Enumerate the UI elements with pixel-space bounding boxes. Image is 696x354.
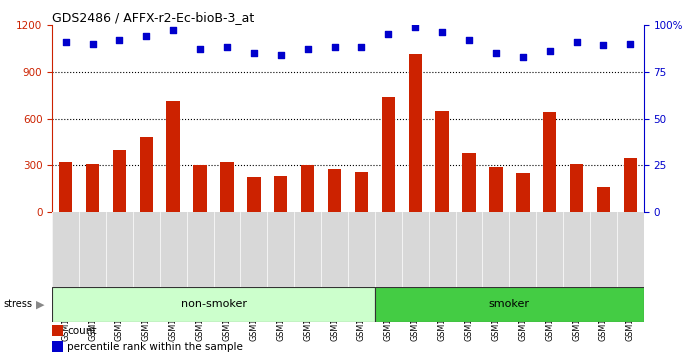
Bar xyxy=(543,112,556,212)
Bar xyxy=(409,55,422,212)
Bar xyxy=(375,287,644,322)
Point xyxy=(168,28,179,33)
Point xyxy=(60,39,71,45)
Point xyxy=(436,29,448,35)
Point xyxy=(248,50,260,56)
Bar xyxy=(301,165,315,212)
Bar xyxy=(247,177,260,212)
Bar xyxy=(570,164,583,212)
Bar xyxy=(462,153,476,212)
Bar xyxy=(596,187,610,212)
Point xyxy=(517,54,528,59)
Point xyxy=(221,45,232,50)
Point xyxy=(571,39,582,45)
Point xyxy=(87,41,98,46)
Bar xyxy=(59,162,72,212)
Point xyxy=(544,48,555,54)
Bar xyxy=(52,325,63,336)
Point xyxy=(114,37,125,42)
Point xyxy=(625,41,636,46)
Bar xyxy=(516,173,530,212)
Text: GDS2486 / AFFX-r2-Ec-bioB-3_at: GDS2486 / AFFX-r2-Ec-bioB-3_at xyxy=(52,11,255,24)
Point xyxy=(302,46,313,52)
Bar xyxy=(86,164,100,212)
Point xyxy=(490,50,501,56)
Bar xyxy=(436,111,449,212)
Point xyxy=(410,24,421,29)
Point xyxy=(194,46,205,52)
Point xyxy=(464,37,475,42)
Bar xyxy=(355,172,368,212)
Bar xyxy=(624,158,637,212)
Bar xyxy=(328,169,341,212)
Text: smoker: smoker xyxy=(489,299,530,309)
Bar xyxy=(140,137,153,212)
Bar xyxy=(52,341,63,353)
Point xyxy=(356,45,367,50)
Bar xyxy=(220,162,234,212)
Bar xyxy=(113,150,126,212)
Text: count: count xyxy=(67,326,97,336)
Bar xyxy=(274,176,287,212)
Point xyxy=(598,42,609,48)
Point xyxy=(383,31,394,37)
Point xyxy=(275,52,286,58)
Point xyxy=(141,33,152,39)
Bar xyxy=(193,165,207,212)
Point xyxy=(329,45,340,50)
Text: percentile rank within the sample: percentile rank within the sample xyxy=(67,342,243,352)
Text: ▶: ▶ xyxy=(36,299,45,309)
Bar xyxy=(381,97,395,212)
Text: stress: stress xyxy=(3,299,33,309)
Bar xyxy=(489,167,503,212)
Bar xyxy=(166,101,180,212)
Bar xyxy=(52,287,375,322)
Text: non-smoker: non-smoker xyxy=(180,299,246,309)
